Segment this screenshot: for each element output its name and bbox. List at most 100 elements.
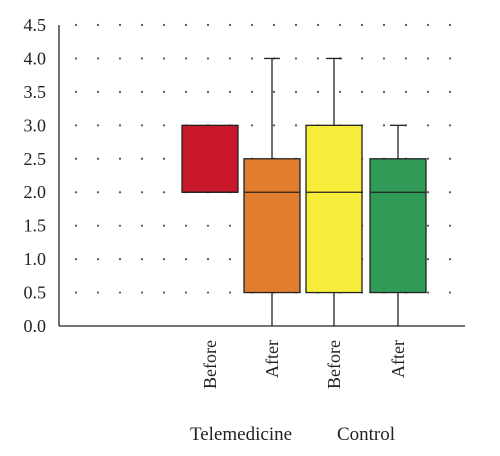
group-label: Telemedicine <box>190 424 292 445</box>
grid-dot <box>250 90 254 93</box>
grid-dot <box>382 23 386 27</box>
grid-dot <box>206 57 210 60</box>
box-body <box>369 158 427 294</box>
y-tick-label: 3.5 <box>24 82 47 102</box>
grid-dot <box>448 57 452 60</box>
grid-dot <box>96 291 100 294</box>
grid-dot <box>96 57 100 60</box>
grid-dot <box>162 224 166 227</box>
grid-dot <box>140 258 144 261</box>
grid-dot <box>228 258 232 261</box>
grid-dot <box>338 23 342 27</box>
grid-dot <box>118 291 122 294</box>
x-category-label: Before <box>324 340 344 389</box>
grid-dot <box>404 57 408 60</box>
grid-dot <box>162 157 166 160</box>
grid-dot <box>74 124 78 127</box>
grid-dot <box>404 23 408 27</box>
grid-dot <box>162 291 166 294</box>
grid-dot <box>206 23 210 27</box>
grid-dot <box>272 23 276 27</box>
grid-dot <box>294 57 298 60</box>
grid-dot <box>140 157 144 160</box>
grid-dot <box>162 258 166 261</box>
grid-dot <box>162 124 166 127</box>
grid-dot <box>272 124 276 127</box>
grid-dot <box>316 90 320 93</box>
grid-dot <box>162 23 166 27</box>
grid-dot <box>96 124 100 127</box>
grid-dot <box>96 23 100 27</box>
grid-dot <box>382 57 386 60</box>
grid-dot <box>448 291 452 294</box>
grid-dot <box>426 23 430 27</box>
grid-dot <box>448 124 452 127</box>
grid-dot <box>74 191 78 194</box>
y-tick-label: 4.5 <box>24 15 47 35</box>
grid-dot <box>140 23 144 27</box>
grid-dot <box>206 258 210 261</box>
box-body <box>305 124 363 294</box>
grid-dot <box>316 23 320 27</box>
y-tick-label: 0.0 <box>24 316 47 336</box>
grid-dot <box>74 157 78 160</box>
grid-dot <box>360 90 364 93</box>
grid-dot <box>338 90 342 93</box>
y-tick-label: 1.0 <box>24 249 47 269</box>
grid-dot <box>96 157 100 160</box>
grid-dot <box>250 23 254 27</box>
grid-dot <box>118 191 122 194</box>
grid-dot <box>118 124 122 127</box>
y-tick-label: 1.5 <box>24 216 47 236</box>
box-control-before <box>305 57 363 326</box>
grid-dot <box>448 157 452 160</box>
y-tick-label: 2.5 <box>24 149 47 169</box>
group-label: Control <box>337 424 395 445</box>
x-category-labels: Before After Before After <box>200 340 408 389</box>
grid-dot <box>74 57 78 60</box>
grid-dot <box>140 224 144 227</box>
grid-dot <box>294 90 298 93</box>
grid-dot <box>404 90 408 93</box>
grid-dot <box>162 191 166 194</box>
grid-dot <box>184 90 188 93</box>
grid-dot <box>448 258 452 261</box>
boxes <box>181 57 427 326</box>
grid-dot <box>228 57 232 60</box>
grid-dot <box>96 90 100 93</box>
grid-dot <box>140 90 144 93</box>
grid-dot <box>118 57 122 60</box>
grid-dot <box>426 191 430 194</box>
grid-dot <box>140 124 144 127</box>
y-tick-label: 0.5 <box>24 283 47 303</box>
grid-dot <box>382 124 386 127</box>
grid-dot <box>228 224 232 227</box>
grid-dot <box>250 124 254 127</box>
grid-dot <box>426 258 430 261</box>
grid-dot <box>360 23 364 27</box>
x-category-label: Before <box>200 340 220 389</box>
grid-dot <box>448 191 452 194</box>
box-telemedicine-after <box>243 57 301 326</box>
grid-dot <box>316 57 320 60</box>
grid-dot <box>140 291 144 294</box>
group-labels: Telemedicine Control <box>190 424 395 445</box>
grid-dot <box>74 90 78 93</box>
grid-dot <box>118 157 122 160</box>
grid-dot <box>184 258 188 261</box>
grid-dot <box>426 224 430 227</box>
grid-dot <box>140 57 144 60</box>
grid-dot <box>448 224 452 227</box>
grid-dot <box>96 258 100 261</box>
axes <box>58 25 465 327</box>
grid-dot <box>74 291 78 294</box>
grid-dot <box>184 291 188 294</box>
box-body <box>243 158 301 294</box>
y-tick-label: 4.0 <box>24 48 47 68</box>
grid-dot <box>360 57 364 60</box>
grid-dot <box>162 57 166 60</box>
grid-dot <box>448 90 452 93</box>
x-category-label: After <box>262 340 282 378</box>
grid-dot <box>140 191 144 194</box>
